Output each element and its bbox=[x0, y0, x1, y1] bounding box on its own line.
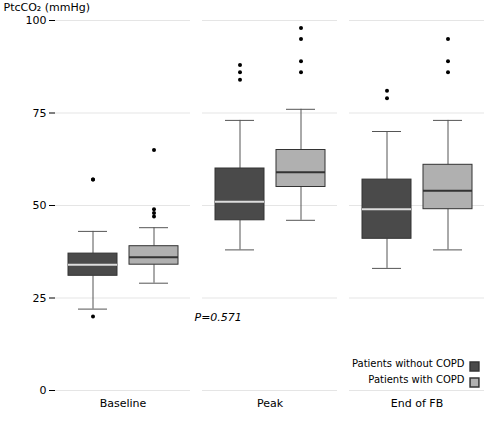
svg-text:25: 25 bbox=[33, 292, 47, 305]
svg-text:75: 75 bbox=[33, 107, 47, 120]
svg-text:Peak: Peak bbox=[257, 397, 284, 410]
svg-text:PtcCO₂ (mmHg): PtcCO₂ (mmHg) bbox=[4, 1, 91, 14]
svg-text:50: 50 bbox=[33, 199, 47, 212]
svg-text:Patients without COPD: Patients without COPD bbox=[352, 358, 465, 369]
svg-text:Patients with COPD: Patients with COPD bbox=[368, 374, 464, 385]
svg-text:0: 0 bbox=[40, 384, 47, 397]
svg-text:Baseline: Baseline bbox=[100, 397, 147, 410]
svg-text:100: 100 bbox=[26, 14, 47, 27]
svg-text:P=0.571: P=0.571 bbox=[195, 311, 242, 324]
svg-text:End of FB: End of FB bbox=[391, 397, 443, 410]
